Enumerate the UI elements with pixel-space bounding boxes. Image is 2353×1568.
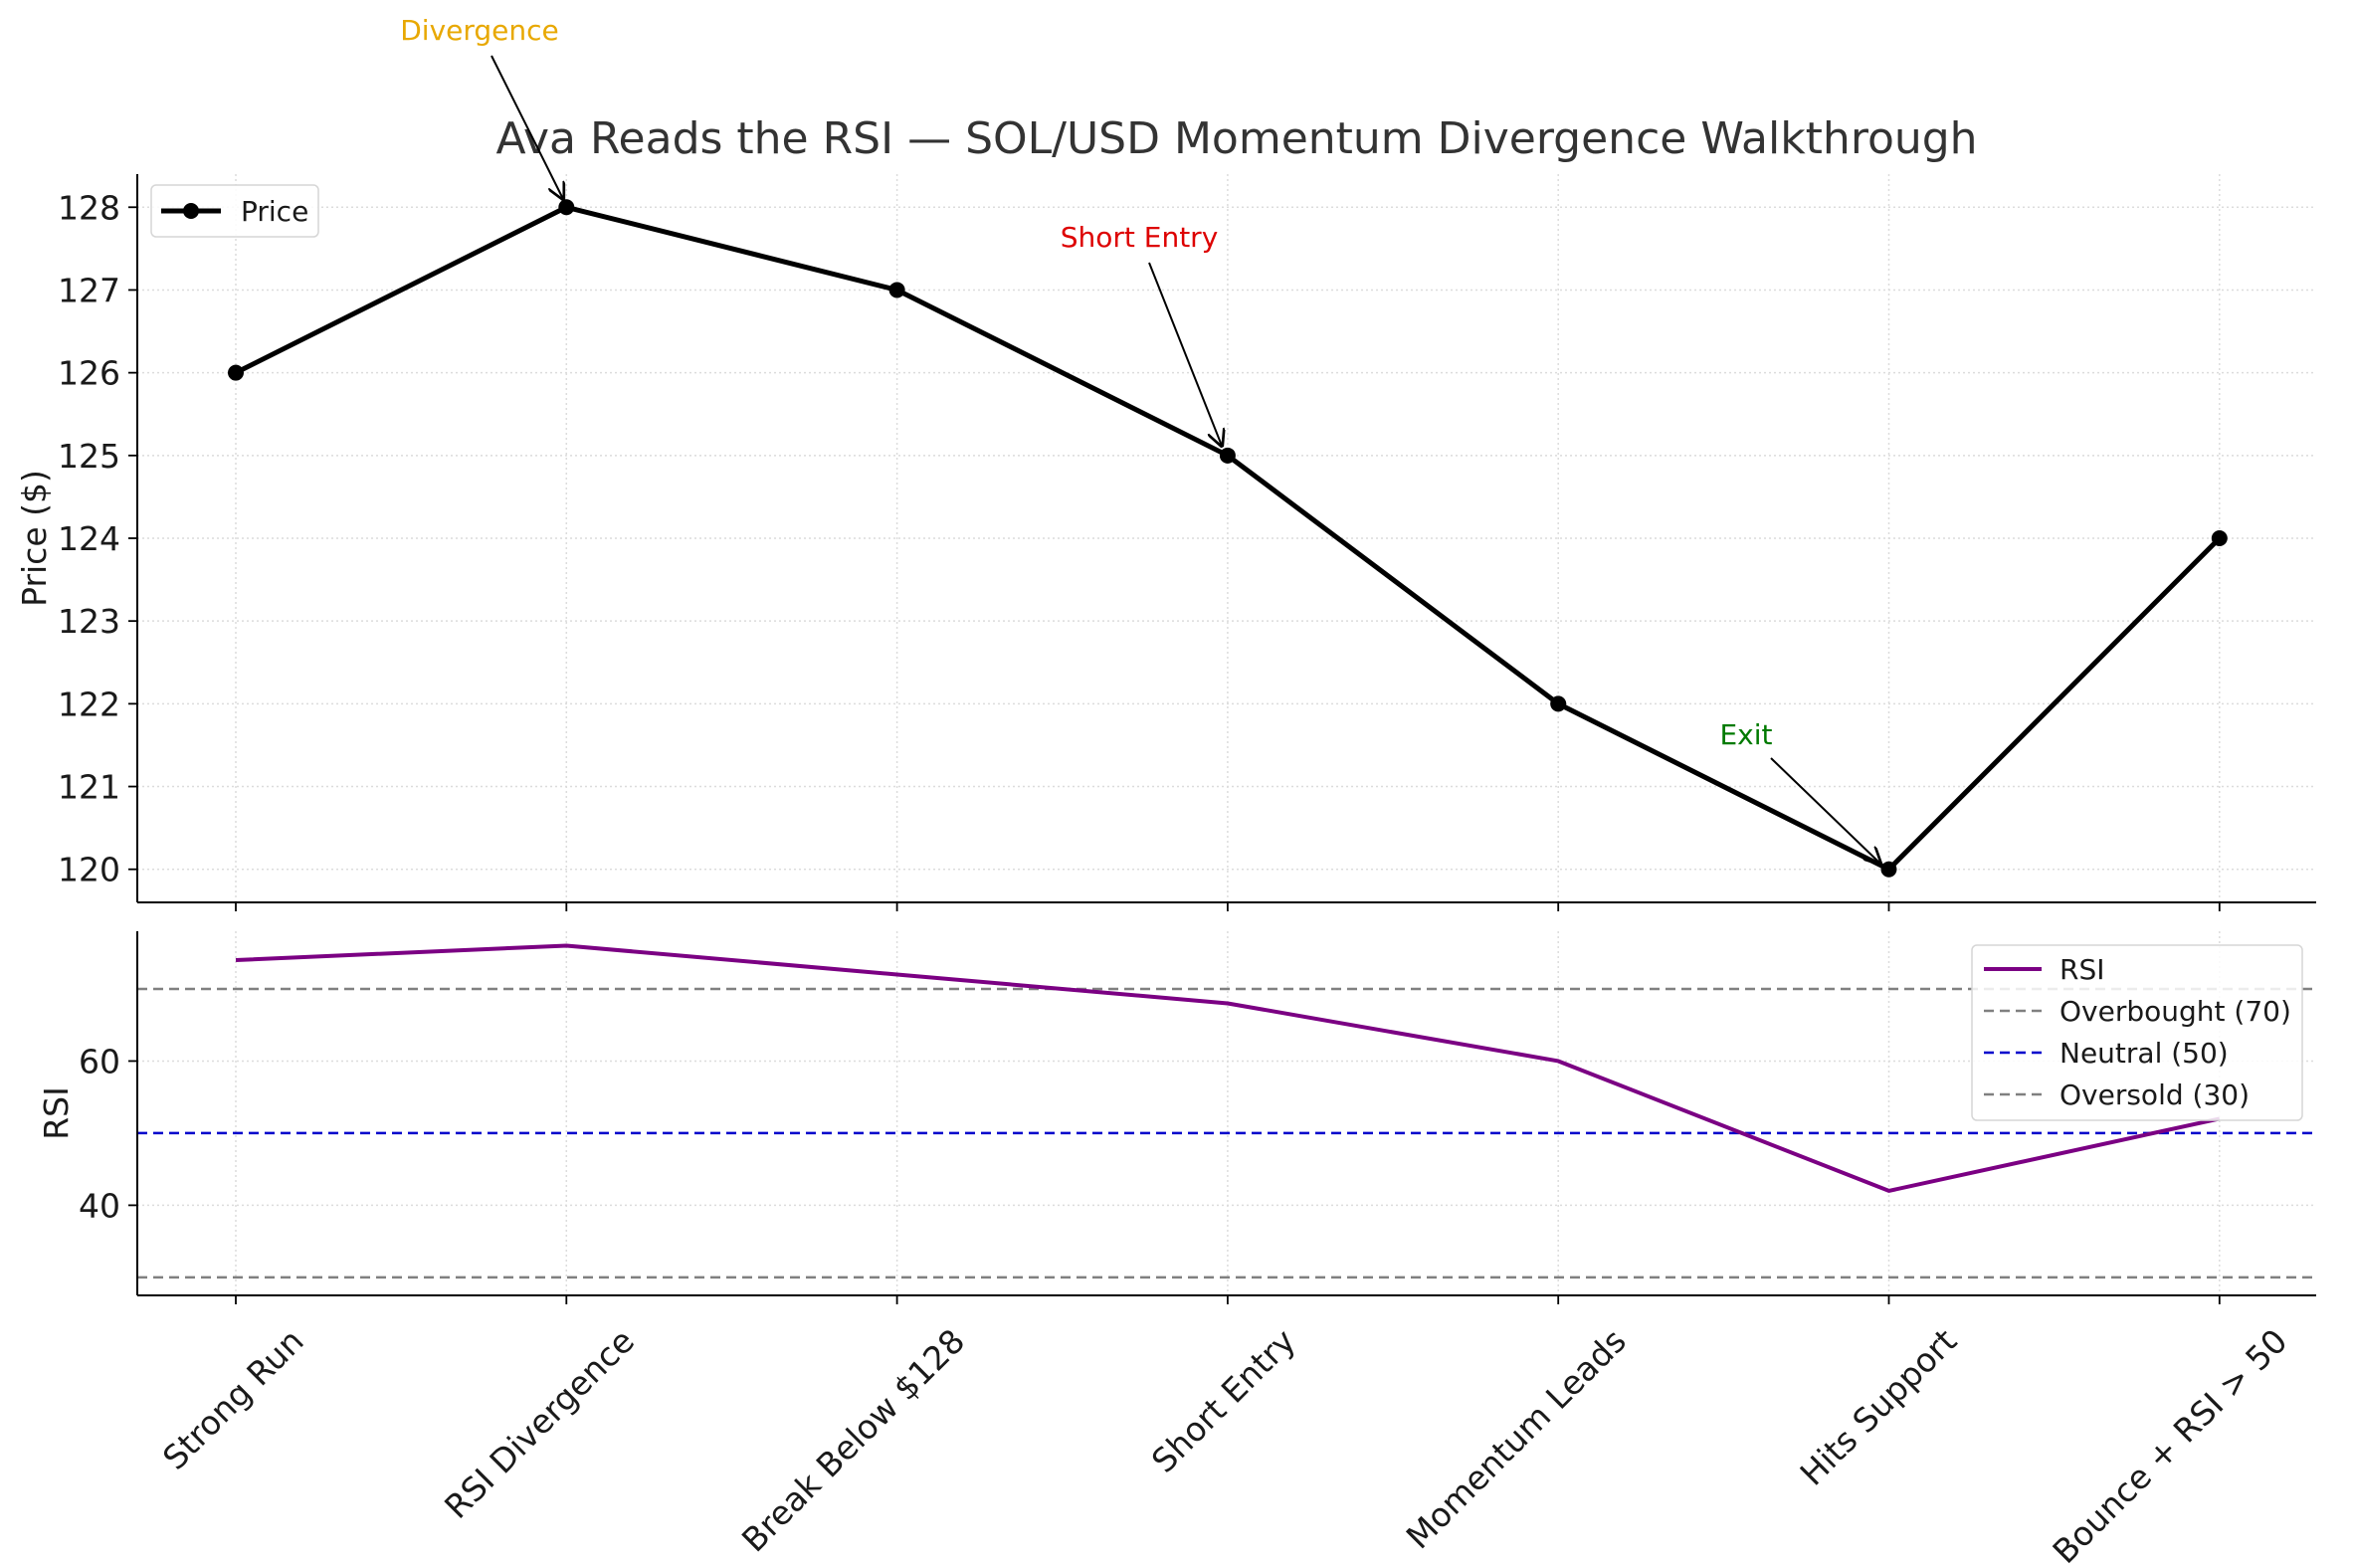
legend-label: Oversold (30)	[2059, 1078, 2250, 1111]
rsi-line	[235, 943, 2221, 1193]
annotation-arrow	[1148, 262, 1222, 446]
price-y-tick-label: 122	[58, 685, 120, 723]
price-point	[228, 364, 244, 381]
price-point	[888, 282, 905, 298]
price-y-tick-label: 123	[58, 602, 120, 641]
rsi-y-tick-label: 60	[79, 1042, 120, 1080]
price-y-tick-label: 125	[58, 437, 120, 476]
price-point	[1550, 695, 1567, 712]
price-point	[558, 199, 575, 216]
price-y-tick-label: 120	[58, 851, 120, 889]
legend-label: Neutral (50)	[2059, 1037, 2229, 1070]
chart-title: Ava Reads the RSI — SOL/USD Momentum Div…	[495, 113, 1977, 164]
annotation-label: Short Entry	[1061, 221, 1219, 254]
price-point	[1880, 861, 1897, 878]
price-y-label: Price ($)	[15, 470, 54, 607]
legend-frame	[1971, 944, 2303, 1121]
legend-frame	[150, 184, 319, 238]
annotation-label: Exit	[1719, 718, 1772, 751]
annotation-arrow	[490, 55, 563, 199]
legend-label-price: Price	[241, 195, 308, 228]
price-point	[2211, 530, 2228, 546]
rsi-y-label: RSI	[37, 1086, 76, 1140]
legend-label: Overbought (70)	[2059, 995, 2291, 1028]
legend-label: RSI	[2059, 953, 2105, 986]
legend-marker-price	[183, 203, 199, 219]
price-y-tick-label: 121	[58, 768, 120, 807]
price-y-tick-label: 128	[58, 188, 120, 227]
rsi-y-tick-label: 40	[79, 1186, 120, 1225]
price-y-tick-label: 126	[58, 354, 120, 393]
annotation-arrow	[1770, 757, 1880, 864]
rsi-legend: RSI Overbought (70) Neutral (50) Oversold (…	[1971, 944, 2303, 1121]
price-y-tick-label: 124	[58, 519, 120, 558]
price-panel: 120 121 122 123 124 125 126 127 128 Price ($) Dive…	[15, 14, 2316, 911]
price-legend: Price	[150, 184, 319, 238]
price-point	[1219, 447, 1236, 464]
price-y-tick-label: 127	[58, 271, 120, 309]
annotation-label: Divergence	[400, 14, 559, 47]
